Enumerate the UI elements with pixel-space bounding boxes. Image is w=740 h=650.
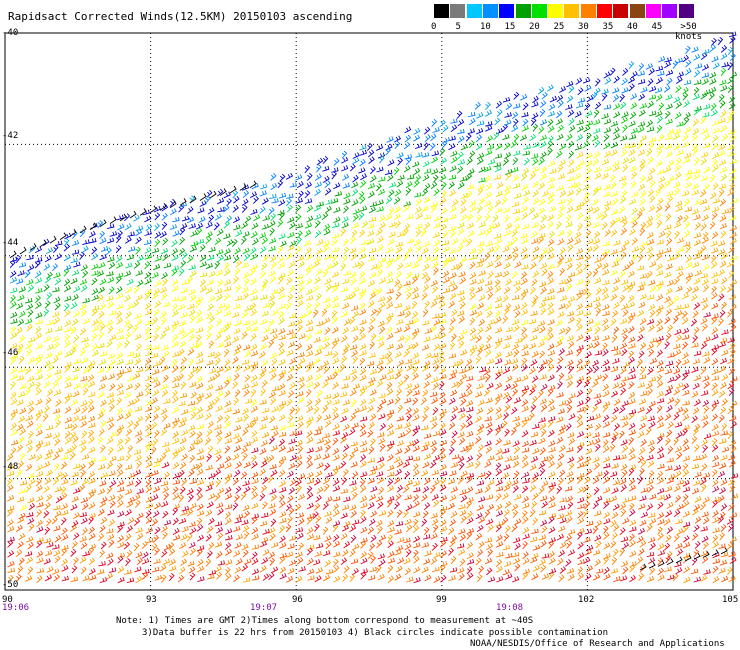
legend-label: 5 xyxy=(455,22,461,32)
wind-barb-group xyxy=(9,180,728,571)
legend-swatch xyxy=(466,4,482,18)
y-tick-label: -50 xyxy=(2,580,19,590)
legend-label: 40 xyxy=(627,22,638,32)
x-tick-label: 99 xyxy=(436,595,447,605)
x-tick-label: 90 xyxy=(2,595,13,605)
note-line: Note: 1) Times are GMT 2)Times along bot… xyxy=(116,616,534,626)
legend-swatch xyxy=(629,4,645,18)
note-line: NOAA/NESDIS/Office of Research and Appli… xyxy=(470,639,725,649)
legend-swatch xyxy=(531,4,547,18)
legend-label: 10 xyxy=(480,22,491,32)
y-tick-label: -40 xyxy=(2,28,19,38)
legend-swatch xyxy=(515,4,531,18)
legend-label: 20 xyxy=(529,22,540,32)
legend-label: 30 xyxy=(578,22,589,32)
x-tick-label: 93 xyxy=(146,595,157,605)
x-tick-label: 96 xyxy=(292,595,303,605)
wind-barb-group xyxy=(10,110,727,406)
wind-barb-group xyxy=(10,71,738,327)
legend-swatch xyxy=(613,4,629,18)
wind-barb-group xyxy=(7,312,735,584)
wind-barb-group xyxy=(10,46,734,284)
chart-title: Rapidsact Corrected Winds(12.5KM) 201501… xyxy=(8,10,353,23)
note-line: 3)Data buffer is 22 hrs from 20150103 4)… xyxy=(142,628,608,638)
legend-swatch xyxy=(482,4,498,18)
wind-barb-group xyxy=(6,188,738,584)
legend-swatch xyxy=(662,4,678,18)
wind-barb-group xyxy=(7,293,739,584)
legend-swatch xyxy=(450,4,466,18)
plot-frame xyxy=(4,32,734,591)
x-tick-label: 102 xyxy=(578,595,595,605)
wind-barb-group xyxy=(7,302,738,583)
legend-swatch xyxy=(548,4,564,18)
y-tick-label: -48 xyxy=(2,462,19,472)
time-label: 19:08 xyxy=(496,603,524,613)
legend-swatch xyxy=(564,4,580,18)
y-tick-label: -42 xyxy=(2,131,19,141)
y-tick-label: -44 xyxy=(2,238,19,248)
wind-barb-group xyxy=(10,133,728,398)
legend-label: 0 xyxy=(431,22,437,32)
time-label: 19:07 xyxy=(250,603,278,613)
wind-barb-group xyxy=(10,93,718,317)
wind-barb-group xyxy=(9,67,727,325)
legend-label: >50 knots xyxy=(675,22,703,42)
legend-label: 25 xyxy=(553,22,565,32)
legend-swatch xyxy=(597,4,612,18)
legend-label: 15 xyxy=(504,22,516,32)
y-tick-label: -46 xyxy=(2,348,19,358)
legend-label: 45 xyxy=(651,22,663,32)
wind-barb-group xyxy=(6,198,739,584)
legend-swatch xyxy=(645,4,661,18)
time-label: 19:06 xyxy=(2,603,30,613)
legend-swatch xyxy=(499,4,515,18)
wind-barb-group xyxy=(9,31,737,278)
x-tick-label: 105 xyxy=(722,595,739,605)
legend-swatch xyxy=(678,4,694,18)
legend-swatch xyxy=(580,4,596,18)
wind-barbs xyxy=(6,31,739,584)
wind-barb-group xyxy=(16,44,736,285)
legend-label: 35 xyxy=(602,22,614,32)
wind-barb-group xyxy=(10,109,738,511)
wind-barb-group xyxy=(6,182,735,495)
legend-swatch xyxy=(434,4,449,18)
